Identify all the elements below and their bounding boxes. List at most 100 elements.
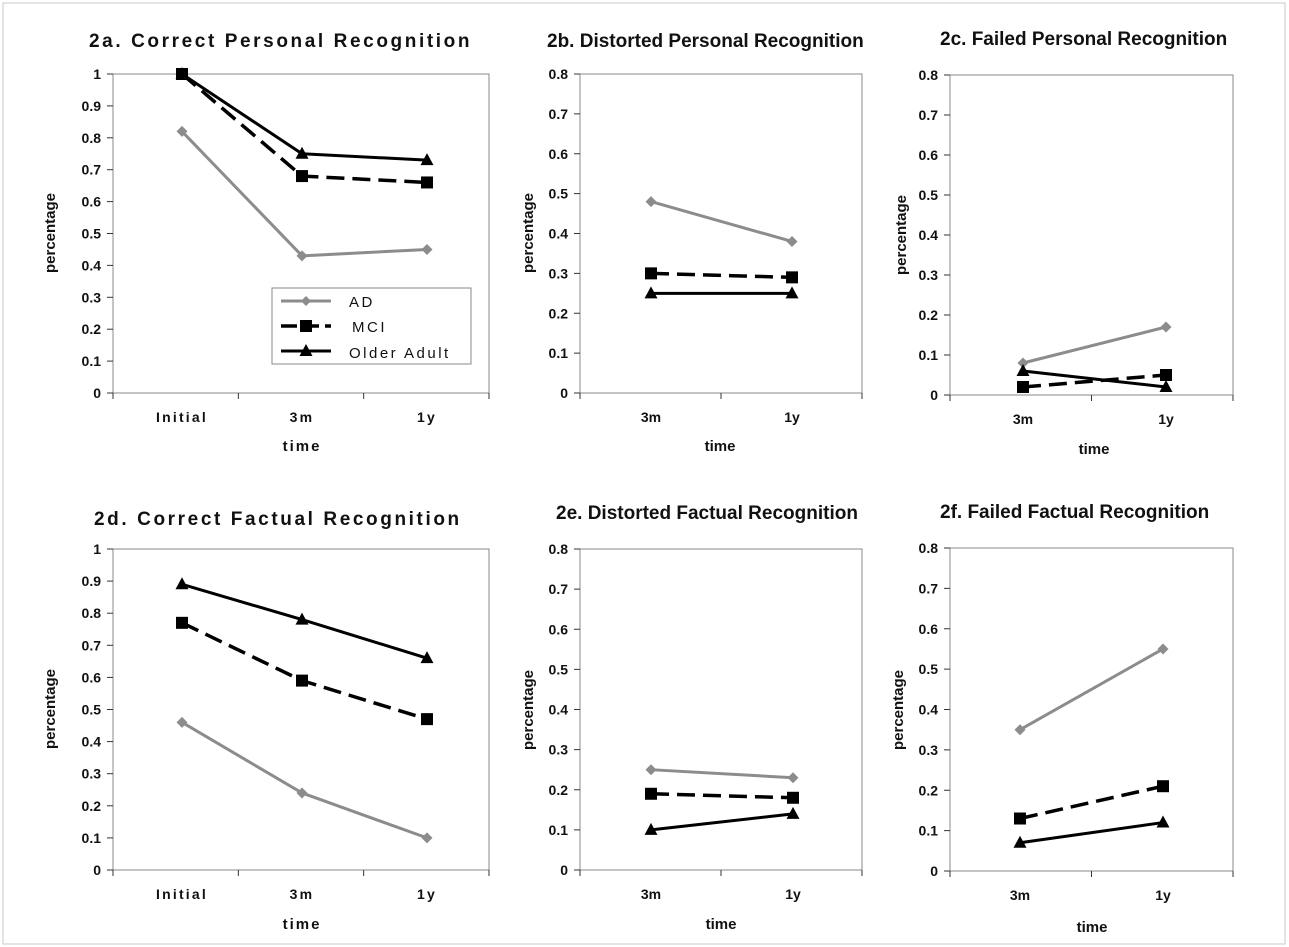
legend: AD MCI Older Adult	[271, 287, 472, 365]
panel-2f-ytick-label: 0.1	[919, 823, 939, 839]
panel-2a-ytick-label: 0.9	[82, 98, 102, 114]
panel-2c-ytick-label: 0.6	[919, 147, 939, 163]
panel-2f-series-older-adult-point	[1156, 815, 1170, 828]
panel-2a-ytick-label: 0.1	[82, 353, 102, 369]
panel-2d-ytick-label: 0.9	[82, 573, 102, 589]
panel-2c-ytick-label: 0.8	[919, 67, 939, 83]
panel-2f-series-mci-point	[1014, 812, 1026, 825]
panel-2c-ytick-label: 0.2	[919, 307, 939, 323]
panel-2c-series-mci-line	[1022, 373, 1167, 389]
panel-2b-ytick-label: 0.5	[549, 186, 569, 202]
panel-2b-xtick-label: 3m	[641, 409, 661, 425]
panel-2c-plot: 0 0.1 0.2 0.3 0.4 0.5 0.6 0.7 0.8 3m 1y	[919, 67, 1234, 427]
panel-2d-ytick-label: 0.1	[82, 830, 102, 846]
panel-2d-xtick-label: 3m	[290, 886, 315, 902]
panel-2d-ytick-label: 0	[93, 862, 101, 878]
panel-2a-ytick-label: 0.4	[82, 257, 102, 273]
panel-2b-series-ad-line	[650, 200, 793, 243]
panel-2f-ytick-label: 0.4	[919, 702, 939, 718]
panel-2f-series-ad-point	[1157, 643, 1169, 655]
panel-2d-series-mci-point	[176, 616, 188, 629]
panel-2e: 2e. Distorted Factual Recognition percen…	[520, 503, 863, 933]
panel-2c-ytick-label: 0.1	[919, 347, 939, 363]
panel-2d-xtick-label: Initial	[156, 886, 208, 902]
legend-older-adult-marker	[299, 344, 313, 356]
panel-2f-plot: 0 0.1 0.2 0.3 0.4 0.5 0.6 0.7 0.8 3m 1y	[919, 540, 1234, 903]
panel-2d-series-ad-point	[176, 716, 188, 728]
panel-2b-ytick-label: 0	[560, 385, 568, 401]
panel-2f-ytick-label: 0.6	[919, 621, 939, 637]
panel-2b-ytick-label: 0.7	[549, 106, 569, 122]
panel-2a-ytick-label: 0.6	[82, 194, 102, 210]
panel-2e-ytick-label: 0.4	[549, 702, 569, 718]
panel-2d-ytick-label: 0.3	[82, 766, 102, 782]
panel-2c-ytick-label: 0.7	[919, 107, 939, 123]
panel-2a-ytick-label: 0.7	[82, 162, 102, 178]
panel-2d-ytick-label: 0.2	[82, 798, 102, 814]
panel-2d-ylabel: percentage	[42, 669, 59, 749]
panel-2d-ytick-label: 0.4	[82, 734, 102, 750]
panel-2b-xlabel: time	[705, 438, 736, 455]
panel-2a-series-older-adult-point	[295, 146, 309, 159]
panel-2a-plot: 0 0.1 0.2 0.3 0.4 0.5 0.6 0.7 0.8 0.9 1 Initial 3m 1y	[82, 66, 490, 425]
panel-2e-ytick-label: 0.5	[549, 661, 569, 677]
panel-2a-series-ad-point	[296, 250, 308, 262]
panel-2f-series-mci-point	[1157, 780, 1169, 793]
panel-2d-xtick-label: 1y	[417, 886, 437, 902]
panel-2a-series-older-adult-point	[420, 153, 434, 166]
panel-2b-series-mci-point	[645, 267, 657, 280]
panel-2d-xlabel: time	[283, 916, 322, 933]
panel-2c-series-ad-point	[1160, 321, 1172, 333]
panel-2c-series-ad-line	[1022, 325, 1167, 365]
panel-2e-ytick-label: 0.8	[549, 541, 569, 557]
panel-2c-series-ad-point	[1017, 357, 1029, 369]
panel-2a-series-mci-point	[421, 176, 433, 189]
panel-2c-series-mci-point	[1160, 369, 1172, 381]
panel-2a-xtick-label: 3m	[290, 409, 315, 425]
panel-2a-ytick-label: 0.3	[82, 289, 102, 305]
panel-2a-ytick-label: 1	[93, 66, 101, 82]
panel-2f-xtick-label: 3m	[1010, 887, 1030, 903]
panel-2b-series-ad-point	[786, 235, 798, 247]
legend-mci-label: MCI	[352, 319, 387, 336]
panel-2d-series-older-adult-point	[420, 651, 434, 664]
panel-2c-ytick-label: 0.4	[919, 227, 939, 243]
panel-2e-ylabel: percentage	[520, 670, 537, 750]
legend-ad-marker	[301, 296, 311, 306]
panel-2d-ytick-label: 0.6	[82, 669, 102, 685]
panel-2d-plot: 0 0.1 0.2 0.3 0.4 0.5 0.6 0.7 0.8 0.9 1 Initial 3m 1y	[82, 541, 490, 902]
panel-2b-series-older-adult-point	[785, 286, 799, 299]
panel-2c-xtick-label: 3m	[1013, 411, 1033, 427]
panel-2d-title: 2d. Correct Factual Recognition	[94, 509, 462, 530]
panel-2d-plot-frame	[112, 548, 490, 871]
panel-2a-ytick-label: 0.8	[82, 130, 102, 146]
panel-2e-title: 2e. Distorted Factual Recognition	[556, 503, 858, 524]
panel-2b-xtick-label: 1y	[784, 409, 800, 425]
panel-2c-series-older-adult-point	[1016, 364, 1030, 376]
panel-2f-ylabel: percentage	[890, 670, 907, 750]
panel-2f-plot-frame	[949, 547, 1234, 872]
panel-2c-series-older-adult-line	[1022, 369, 1167, 389]
panel-2f-series-older-adult-line	[1019, 821, 1164, 845]
panel-2b-series-mci-line	[650, 271, 793, 280]
panel-2e-ytick-label: 0	[560, 862, 568, 878]
panel-2f-ytick-label: 0	[930, 863, 938, 879]
panel-2c-plot-frame	[949, 74, 1234, 396]
panel-2f-xtick-label: 1y	[1155, 887, 1171, 903]
panel-2c-ylabel: percentage	[893, 195, 910, 275]
panel-2a-ytick-label: 0.2	[82, 321, 102, 337]
panel-2e-xtick-label: 3m	[641, 886, 661, 902]
panel-2b-plot: 0 0.1 0.2 0.3 0.4 0.5 0.6 0.7 0.8 3m 1y	[549, 66, 863, 425]
panel-2d-ytick-label: 1	[93, 541, 101, 557]
panel-2e-plot: 0 0.1 0.2 0.3 0.4 0.5 0.6 0.7 0.8 3m 1y	[549, 541, 863, 902]
panel-2b-plot-frame	[579, 73, 863, 394]
panel-2b-ytick-label: 0.8	[549, 66, 569, 82]
legend-mci-marker	[300, 320, 312, 332]
panel-2d-series-older-adult-point	[175, 577, 189, 590]
panel-2f: 2f. Failed Factual Recognition percentag…	[890, 502, 1234, 936]
panel-2e-ytick-label: 0.7	[549, 581, 569, 597]
panel-2e-ytick-label: 0.2	[549, 782, 569, 798]
panel-2e-series-older-adult-point	[644, 822, 658, 835]
panel-2e-series-older-adult-point	[786, 806, 800, 819]
panel-2e-ytick-label: 0.1	[549, 822, 569, 838]
